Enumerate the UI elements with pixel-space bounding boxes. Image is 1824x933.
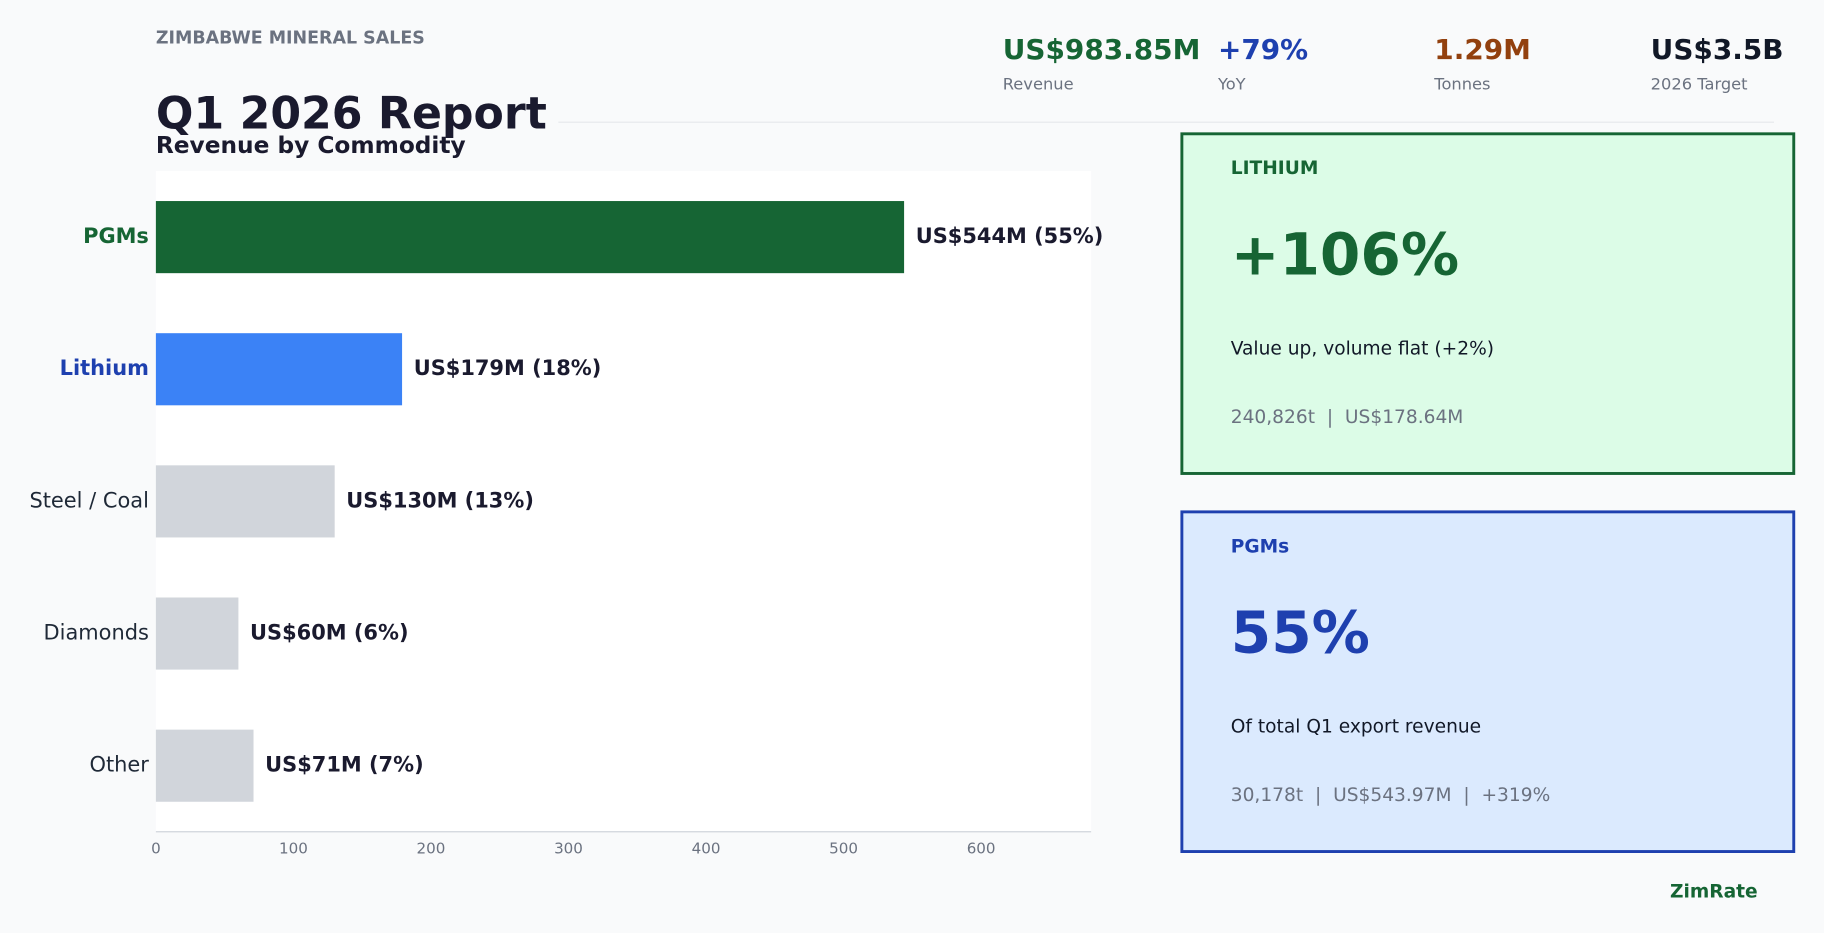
bar xyxy=(155,465,335,538)
bar xyxy=(155,729,254,802)
card xyxy=(1180,132,1796,475)
bar xyxy=(155,597,239,670)
y-tick-label: PGMs xyxy=(83,224,149,248)
data-label: US$179M (18%) xyxy=(414,356,602,380)
kpi-value: US$983.85M xyxy=(1003,33,1201,66)
kpi-value: 1.29M xyxy=(1434,33,1531,66)
y-tick-label: Diamonds xyxy=(44,621,149,645)
card-description: Value up, volume flat (+2%) xyxy=(1231,339,1494,360)
data-label: US$60M (6%) xyxy=(250,621,408,645)
kpi-value: +79% xyxy=(1218,33,1308,66)
x-tick-label: 200 xyxy=(417,840,446,858)
kpi-label: Tonnes xyxy=(1433,74,1490,93)
card-detail: 30,178t | US$543.97M | +319% xyxy=(1231,785,1551,806)
x-tick-label: 500 xyxy=(829,840,858,858)
card-title: PGMs xyxy=(1231,536,1290,557)
card-title: LITHIUM xyxy=(1231,158,1319,179)
data-label: US$130M (13%) xyxy=(346,488,534,512)
data-label: US$544M (55%) xyxy=(916,224,1104,248)
data-label: US$71M (7%) xyxy=(265,753,423,777)
kpi-label: YoY xyxy=(1217,74,1246,93)
eyebrow: ZIMBABWE MINERAL SALES xyxy=(156,28,425,48)
brand: ZimRate xyxy=(1670,882,1758,903)
x-tick-label: 100 xyxy=(279,840,308,858)
kpi-label: 2026 Target xyxy=(1651,74,1748,93)
page-title: Q1 2026 Report xyxy=(156,88,547,139)
card-big: +106% xyxy=(1231,220,1459,288)
bar xyxy=(155,333,403,406)
bar xyxy=(155,201,905,274)
card-big: 55% xyxy=(1231,598,1370,666)
x-tick-label: 600 xyxy=(967,840,996,858)
card-description: Of total Q1 export revenue xyxy=(1231,717,1481,738)
kpi-label: Revenue xyxy=(1003,74,1074,93)
kpi-value: US$3.5B xyxy=(1651,33,1784,66)
x-tick-label: 0 xyxy=(151,840,161,858)
chart-title: Revenue by Commodity xyxy=(156,132,466,159)
y-tick-label: Steel / Coal xyxy=(29,488,148,512)
y-tick-label: Lithium xyxy=(60,356,149,380)
y-tick-label: Other xyxy=(89,753,149,777)
x-tick-label: 300 xyxy=(554,840,583,858)
card-detail: 240,826t | US$178.64M xyxy=(1231,407,1464,428)
card xyxy=(1180,510,1796,853)
x-tick-label: 400 xyxy=(692,840,721,858)
